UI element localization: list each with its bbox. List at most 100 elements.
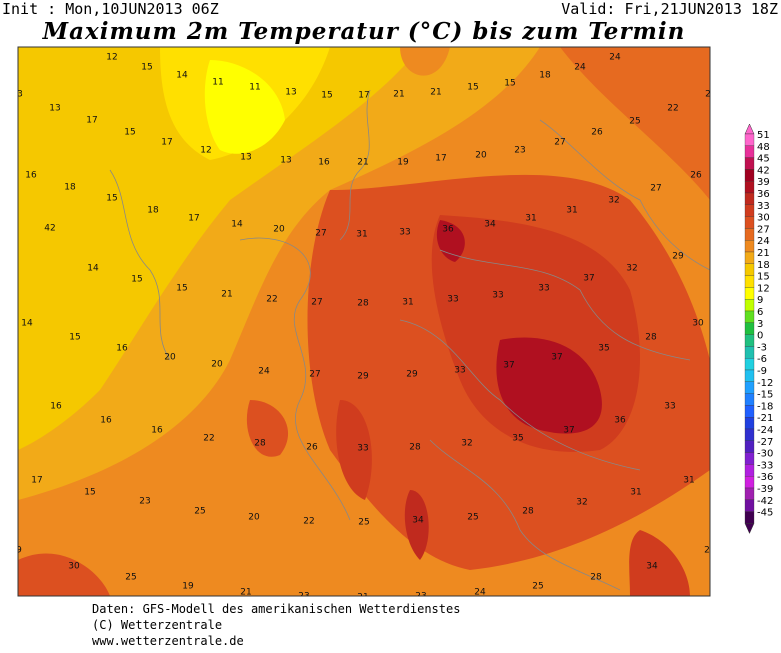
- colorbar-swatch: [744, 369, 755, 382]
- title: Maximum 2m Temperatur (°C) bis zum Termi…: [42, 18, 686, 45]
- colorbar-swatch: [744, 216, 755, 229]
- map-value: 25: [358, 518, 369, 528]
- colorbar-swatch: [744, 464, 755, 477]
- map-value: 30: [68, 562, 80, 572]
- map-value: 34: [646, 562, 658, 572]
- map-value: 15: [124, 128, 135, 138]
- colorbar-swatch: [744, 428, 755, 441]
- map-value: 33: [664, 402, 675, 412]
- colorbar-label: -27: [757, 437, 773, 448]
- map-value: 17: [86, 116, 97, 126]
- colorbar-top-cap: [744, 123, 755, 135]
- map-value: 15: [176, 284, 187, 294]
- colorbar-swatch: [744, 299, 755, 312]
- map-value: 33: [492, 291, 503, 301]
- map-value: 22: [303, 517, 314, 527]
- map-value: 9: [16, 546, 22, 556]
- map-value: 31: [525, 214, 536, 224]
- map-value: 23: [139, 497, 150, 507]
- colorbar-label: -9: [757, 366, 767, 377]
- map-value: 16: [116, 344, 128, 354]
- colorbar-swatch: [744, 381, 755, 394]
- colorbar-swatch: [744, 346, 755, 359]
- map-value: 14: [21, 319, 33, 329]
- map-value: 28: [357, 299, 369, 309]
- map-value: 25: [467, 513, 478, 523]
- colorbar-swatch: [744, 310, 755, 323]
- map-value: 15: [84, 488, 95, 498]
- map-value: 37: [551, 353, 562, 363]
- map-value: 37: [583, 274, 594, 284]
- map-value: 18: [539, 71, 551, 81]
- map-value: 27: [315, 229, 326, 239]
- map-value: 22: [203, 434, 214, 444]
- map-value: 18: [64, 183, 76, 193]
- map-value: 36: [442, 225, 454, 235]
- map-value: 24: [474, 588, 486, 598]
- colorbar-label: -39: [757, 484, 773, 495]
- map-value: 37: [503, 361, 514, 371]
- map-value: 33: [454, 366, 465, 376]
- map-value: 24: [258, 367, 270, 377]
- map-value: 21: [221, 290, 232, 300]
- map-value: 32: [461, 439, 472, 449]
- colorbar-label: 15: [757, 272, 770, 283]
- colorbar-swatch: [744, 287, 755, 300]
- colorbar-swatch: [744, 169, 755, 182]
- colorbar-label: -42: [757, 496, 773, 507]
- colorbar-swatch: [744, 476, 755, 489]
- colorbar-label: -36: [757, 472, 773, 483]
- map-value: 33: [399, 228, 410, 238]
- colorbar-label: 36: [757, 189, 770, 200]
- map-value: 21: [393, 90, 404, 100]
- map-value: 22: [667, 104, 678, 114]
- map-value: 12: [200, 146, 211, 156]
- map-value: 13: [49, 104, 60, 114]
- map-value: 32: [576, 498, 587, 508]
- colorbar-swatch: [744, 511, 755, 524]
- map-value: 28: [645, 333, 657, 343]
- map-value: 13: [240, 153, 251, 163]
- colorbar-label: 12: [757, 283, 770, 294]
- colorbar-label: 51: [757, 130, 770, 141]
- map-value: 30: [692, 319, 704, 329]
- map-value: 27: [650, 184, 661, 194]
- map-value: 35: [512, 434, 523, 444]
- map-value: 15: [504, 79, 515, 89]
- colorbar-label: 39: [757, 177, 770, 188]
- map-value: 21: [357, 158, 368, 168]
- colorbar-label: -15: [757, 390, 773, 401]
- map-value: 16: [318, 158, 330, 168]
- colorbar-swatch: [744, 204, 755, 217]
- map-value: 20: [475, 151, 487, 161]
- map-value: 20: [164, 353, 176, 363]
- map-value: 16: [151, 426, 163, 436]
- colorbar-label: 27: [757, 224, 770, 235]
- colorbar-swatch: [744, 181, 755, 194]
- map-value: 34: [484, 220, 496, 230]
- colorbar-label: 24: [757, 236, 770, 247]
- colorbar-label: -30: [757, 449, 773, 460]
- colorbar-label: -12: [757, 378, 773, 389]
- map-value: 20: [211, 360, 223, 370]
- map-value: 31: [683, 476, 694, 486]
- map-value: 24: [574, 63, 586, 73]
- map-value: 21: [430, 88, 441, 98]
- colorbar-label: 48: [757, 142, 770, 153]
- map-value: 25: [125, 573, 136, 583]
- map-value: 31: [566, 206, 577, 216]
- map-value: 42: [44, 224, 55, 234]
- valid-time: Valid: Fri,21JUN2013 18Z: [561, 0, 778, 18]
- map-value: 26: [306, 443, 318, 453]
- colorbar-label: 21: [757, 248, 770, 259]
- colorbar-swatch: [744, 334, 755, 347]
- colorbar-label: -24: [757, 425, 773, 436]
- map-value: 19: [397, 158, 409, 168]
- colorbar-swatch: [744, 240, 755, 253]
- map-value: 31: [630, 488, 641, 498]
- colorbar-label: -6: [757, 354, 767, 365]
- map-value: 14: [231, 220, 243, 230]
- colorbar-swatch: [744, 452, 755, 465]
- colorbar-label: 42: [757, 165, 770, 176]
